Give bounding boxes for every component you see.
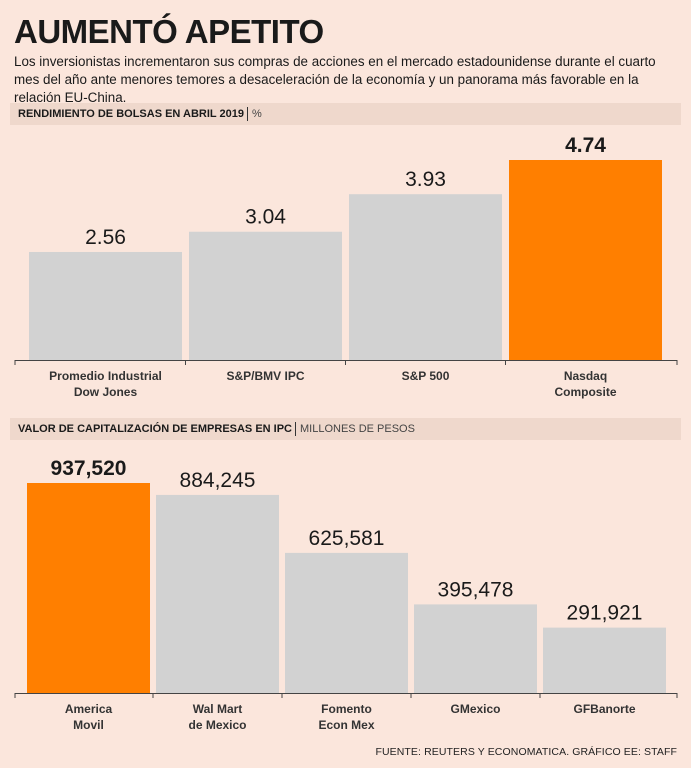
chart1-bar-1 [189,231,342,360]
chart2-category-label-0-0: America [65,702,113,716]
chart1-category-label-0-1: Dow Jones [74,385,138,399]
chart1-bars: 2.56 Promedio Industrial Dow Jones 3.04 S&P/… [14,134,678,399]
chart2-bar-1 [156,494,279,693]
chart1-category-label-3-0: Nasdaq [564,369,607,383]
chart1-bar-2 [349,194,502,360]
chart2-category-label-1-0: Wal Mart [193,702,243,716]
chart1-bar-3 [509,160,662,360]
chart2-value-label-3: 395,478 [438,578,514,601]
chart1-unit: % [251,108,262,120]
chart2-bar-3 [414,604,537,693]
chart1-divider [246,107,248,122]
chart2-category-label-4-0: GFBanorte [573,702,635,716]
chart1-value-label-1: 3.04 [245,206,286,229]
chart2-unit: MILLONES DE PESOS [300,423,415,435]
chart2-category-label-0-1: Movil [73,718,104,732]
chart2-header: VALOR DE CAPITALIZACIÓN DE EMPRESAS EN I… [10,418,681,440]
source-footer: FUENTE: REUTERS Y ECONOMATICA. GRÁFICO E… [375,746,677,758]
chart1-title: RENDIMIENTO DE BOLSAS EN ABRIL 2019 [18,108,244,120]
chart1-value-label-0: 2.56 [85,226,126,249]
chart2-value-label-1: 884,245 [180,469,256,492]
chart1-category-label-2-0: S&P 500 [402,369,450,383]
chart1-bar-0 [29,251,182,360]
chart2-category-label-3-0: GMexico [450,702,500,716]
chart2-bar-2 [285,552,408,693]
subtitle: Los inversionistas incrementaron sus com… [14,54,656,105]
chart2-bar-4 [543,627,666,693]
chart2-category-label-2-1: Econ Mex [318,718,374,732]
chart2-value-label-4: 291,921 [567,602,643,625]
chart2-bars: 937,520 America Movil 884,245 Wal Mart de Mex… [14,457,678,732]
chart2-divider [295,422,297,437]
chart2-title: VALOR DE CAPITALIZACIÓN DE EMPRESAS EN I… [18,423,293,435]
chart2-value-label-2: 625,581 [309,527,385,550]
page-title: AUMENTÓ APETITO [14,13,324,50]
chart1-value-label-3: 4.74 [565,134,606,157]
chart1-header: RENDIMIENTO DE BOLSAS EN ABRIL 2019% [10,103,681,125]
chart2-category-label-2-0: Fomento [321,702,372,716]
chart1-value-label-2: 3.93 [405,168,446,191]
chart2-bar-0 [27,483,150,693]
chart1-category-label-3-1: Composite [554,385,616,399]
chart2-category-label-1-1: de Mexico [188,718,246,732]
chart1-category-label-0-0: Promedio Industrial [49,369,162,383]
chart1-category-label-1-0: S&P/BMV IPC [226,369,304,383]
chart2-value-label-0: 937,520 [51,457,127,480]
